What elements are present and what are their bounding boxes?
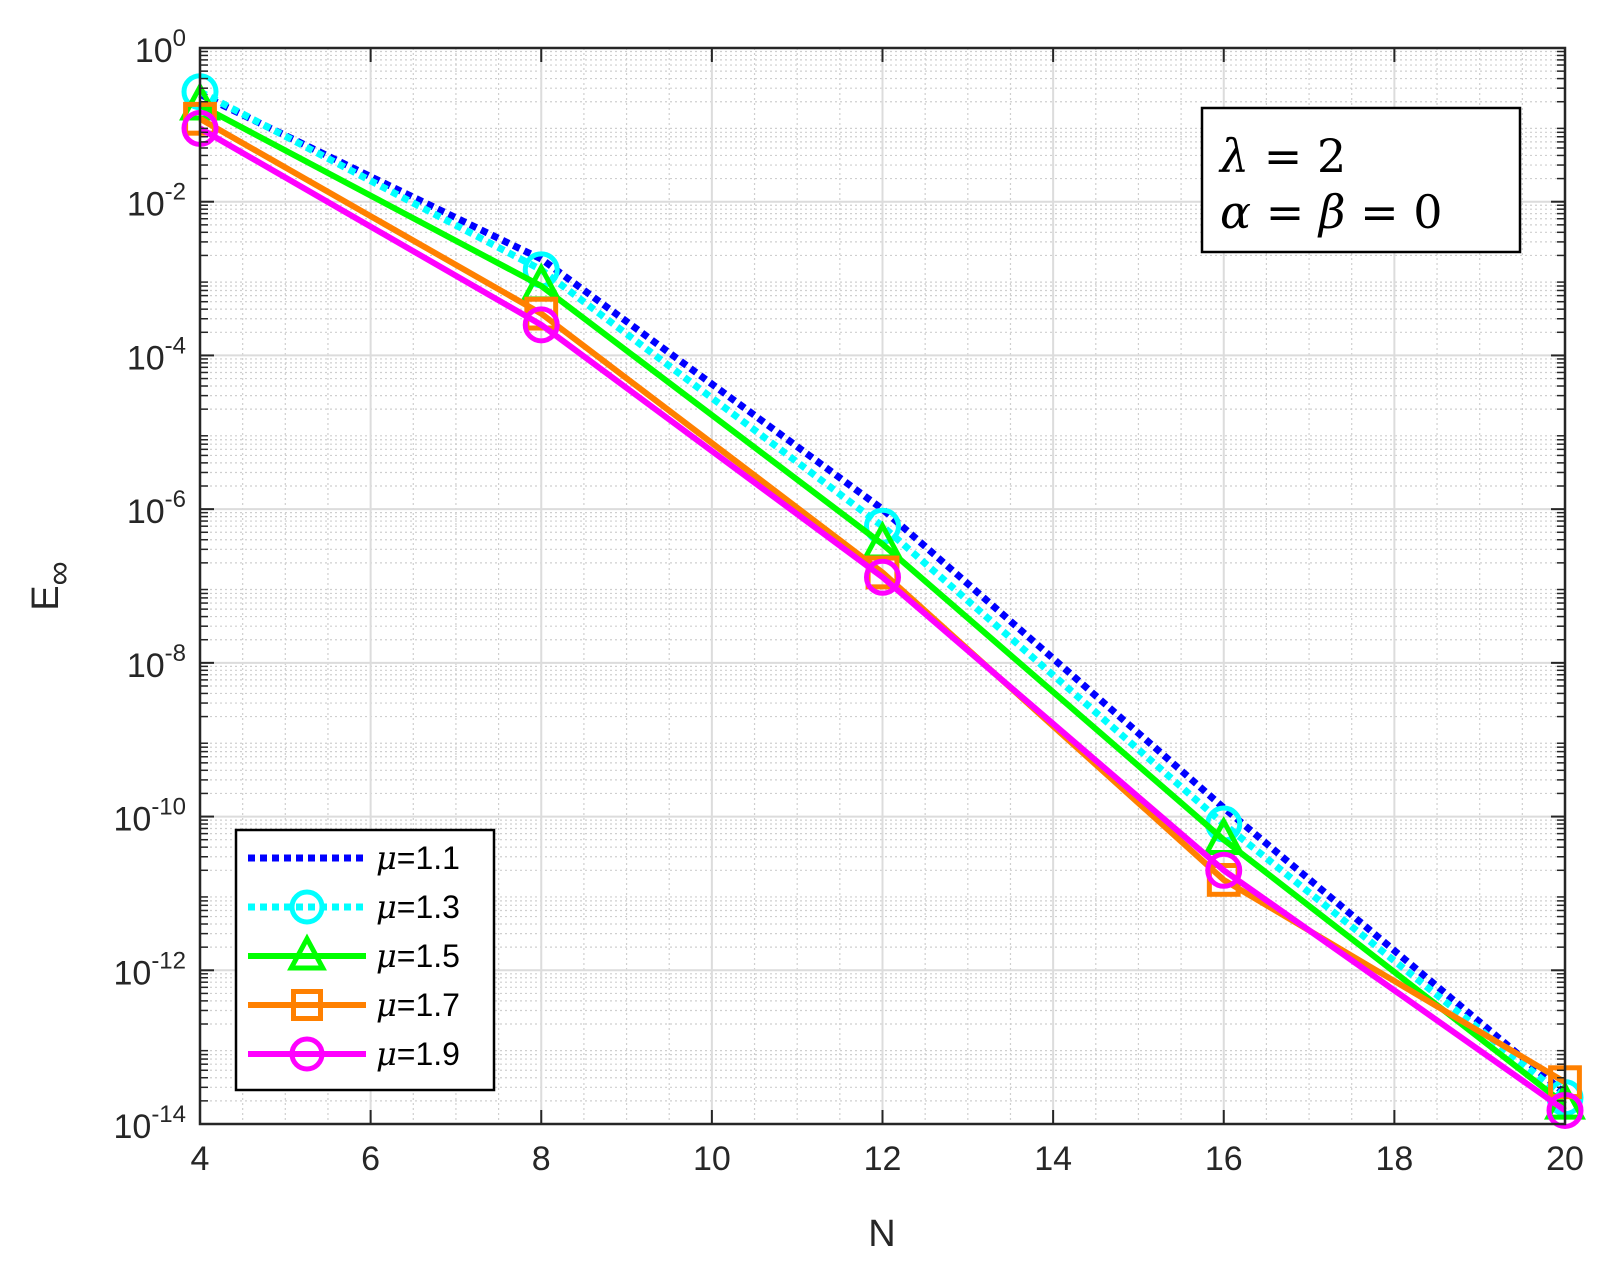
x-tick-label: 20	[1546, 1140, 1584, 1178]
annotation-beta: β	[1317, 185, 1346, 239]
y-tick-label: 10-2	[127, 179, 186, 224]
legend-entry-5: μ=1.9	[248, 1035, 460, 1073]
series-line	[198, 125, 1567, 1113]
series-layer	[179, 73, 1586, 1129]
y-tick-label: 10-8	[127, 640, 186, 685]
legend-entry-3: μ=1.5	[248, 933, 460, 975]
svg-text:E∞: E∞	[25, 561, 78, 611]
legend-marker	[289, 1036, 325, 1072]
svg-text:α = β = 0: α = β = 0	[1220, 185, 1443, 239]
x-tick-label: 10	[693, 1140, 731, 1178]
data-point-marker	[522, 306, 560, 344]
y-axis-label: E	[25, 585, 67, 610]
annotation-alpha: α	[1220, 185, 1251, 239]
y-axis-label-subscript: ∞	[40, 561, 78, 585]
x-tick-label: 16	[1205, 1140, 1243, 1178]
legend-entry-2: μ=1.3	[248, 888, 460, 926]
x-tick-label: 4	[191, 1140, 210, 1178]
data-point-marker	[1205, 851, 1243, 889]
x-tick-label: 8	[532, 1140, 551, 1178]
y-tick-labels: 100 10-2 10-4 10-6 10-8 10-10 10-12 10-14	[113, 25, 186, 1146]
y-tick-label: 10-14	[113, 1101, 186, 1146]
legend-box	[234, 828, 496, 1092]
annotation-lambda: λ	[1218, 129, 1249, 183]
series-line	[198, 102, 1567, 1107]
legend-label: μ=1.7	[376, 986, 460, 1024]
series-line	[198, 88, 1568, 1101]
legend-marker	[289, 889, 325, 925]
svg-text:λ = 2: λ = 2	[1218, 129, 1346, 183]
minor-grid	[200, 48, 1565, 1124]
y-tick-label: 10-10	[113, 794, 186, 839]
legend-entry-1: μ=1.1	[248, 839, 460, 877]
annotation-equals: =	[1251, 185, 1319, 239]
tick-marks	[199, 47, 1566, 1125]
x-tick-label: 12	[864, 1140, 902, 1178]
y-tick-label: 100	[135, 25, 186, 70]
legend-marker	[287, 933, 327, 971]
annotation-lambda-value: = 2	[1249, 129, 1346, 183]
y-tick-label: 10-12	[113, 947, 186, 992]
y-axis-label-group: E∞	[25, 561, 78, 611]
series-1	[198, 91, 1568, 1097]
legend-marker	[291, 989, 323, 1021]
parameter-annotation: λ = 2 α = β = 0	[1200, 106, 1522, 254]
annotation-value: = 0	[1345, 185, 1442, 239]
x-tick-label: 14	[1034, 1140, 1072, 1178]
data-point-marker	[864, 558, 901, 596]
legend-entry-4: μ=1.7	[248, 986, 460, 1024]
x-tick-label: 6	[361, 1140, 380, 1178]
y-tick-label: 10-6	[127, 486, 186, 531]
legend-label: μ=1.1	[376, 839, 460, 877]
x-tick-labels: 4 6 8 10 12 14 16 18 20	[191, 1140, 1584, 1178]
x-axis-label: N	[868, 1213, 895, 1255]
annotation-box	[1200, 106, 1522, 254]
legend-label: μ=1.9	[376, 1035, 460, 1073]
legend-label: μ=1.3	[376, 888, 460, 926]
legend: μ=1.1 μ=1.3 μ=1.5 μ=1.7 μ=1.9	[234, 828, 496, 1092]
legend-label: μ=1.5	[376, 937, 460, 975]
series-line	[198, 91, 1568, 1097]
y-tick-label: 10-4	[127, 332, 186, 377]
x-tick-label: 18	[1375, 1140, 1413, 1178]
